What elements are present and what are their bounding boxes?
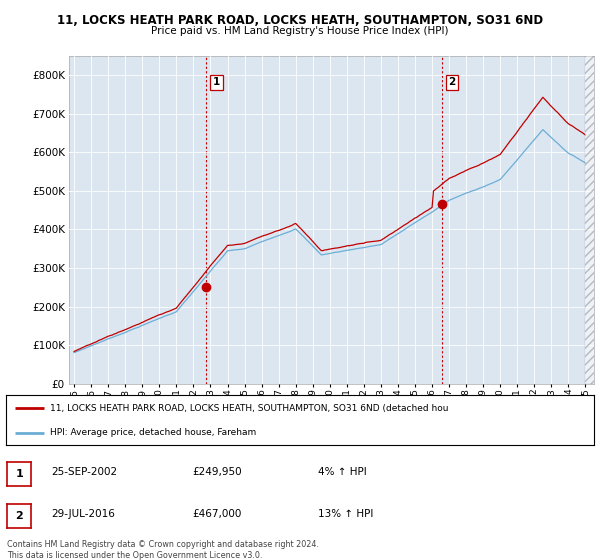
Text: 11, LOCKS HEATH PARK ROAD, LOCKS HEATH, SOUTHAMPTON, SO31 6ND: 11, LOCKS HEATH PARK ROAD, LOCKS HEATH, … — [57, 14, 543, 27]
Text: 25-SEP-2002: 25-SEP-2002 — [51, 467, 117, 477]
Text: 2: 2 — [16, 511, 23, 521]
Bar — [586, 56, 600, 384]
Text: £467,000: £467,000 — [192, 509, 241, 519]
Text: 29-JUL-2016: 29-JUL-2016 — [51, 509, 115, 519]
Text: 1: 1 — [212, 77, 220, 87]
Text: HPI: Average price, detached house, Fareham: HPI: Average price, detached house, Fare… — [50, 428, 256, 437]
Text: 2: 2 — [449, 77, 456, 87]
Text: 4% ↑ HPI: 4% ↑ HPI — [318, 467, 367, 477]
Text: 1: 1 — [16, 469, 23, 479]
Text: 13% ↑ HPI: 13% ↑ HPI — [318, 509, 373, 519]
Text: Price paid vs. HM Land Registry's House Price Index (HPI): Price paid vs. HM Land Registry's House … — [151, 26, 449, 36]
Text: 11, LOCKS HEATH PARK ROAD, LOCKS HEATH, SOUTHAMPTON, SO31 6ND (detached hou: 11, LOCKS HEATH PARK ROAD, LOCKS HEATH, … — [50, 404, 449, 413]
Text: £249,950: £249,950 — [192, 467, 242, 477]
Text: Contains HM Land Registry data © Crown copyright and database right 2024.
This d: Contains HM Land Registry data © Crown c… — [7, 540, 319, 560]
